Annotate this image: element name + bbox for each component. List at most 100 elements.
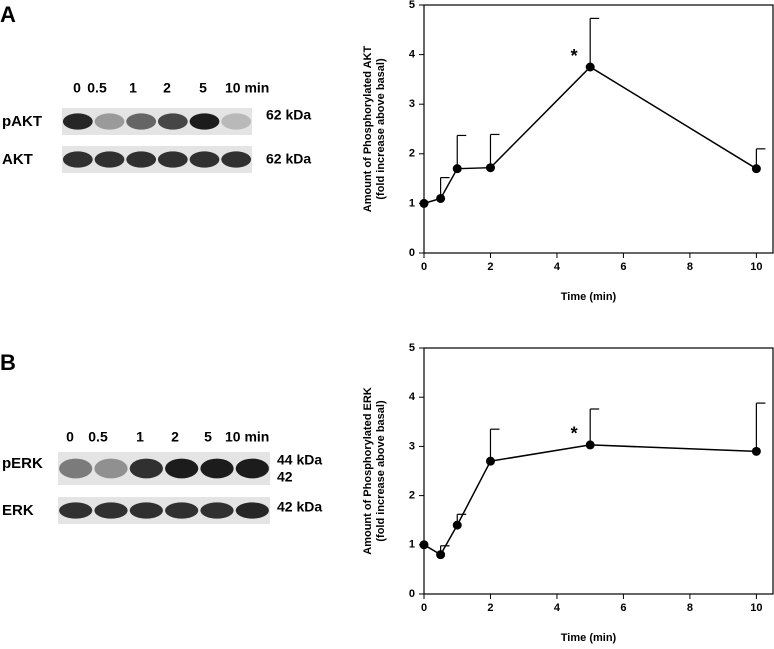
blot-band bbox=[59, 502, 93, 519]
data-point bbox=[452, 520, 462, 530]
y-tick-label: 3 bbox=[409, 98, 415, 110]
lane-label: 5 bbox=[204, 429, 212, 445]
blot-band bbox=[129, 458, 163, 479]
plot-frame bbox=[423, 347, 774, 595]
panel-letter: B bbox=[0, 350, 16, 375]
y-tick-label: 1 bbox=[409, 197, 415, 209]
x-tick-label: 0 bbox=[421, 261, 427, 273]
lane-label: 2 bbox=[171, 429, 179, 445]
lane-label: 1 bbox=[129, 80, 137, 96]
blot-band bbox=[200, 502, 234, 519]
lane-label: 1 bbox=[136, 429, 144, 445]
blot-band bbox=[59, 458, 93, 479]
row-label: pERK bbox=[2, 455, 43, 472]
row-label: ERK bbox=[2, 502, 34, 519]
blot-band bbox=[200, 458, 234, 479]
data-point bbox=[751, 446, 761, 456]
x-tick-label: 10 bbox=[750, 261, 762, 273]
blot-band bbox=[129, 502, 163, 519]
x-tick-label: 2 bbox=[487, 261, 493, 273]
blot-band bbox=[94, 458, 128, 479]
blot-band bbox=[165, 458, 199, 479]
error-bar bbox=[456, 134, 467, 169]
lane-label: 5 bbox=[199, 80, 207, 96]
size-label: 62 kDa bbox=[266, 151, 311, 167]
blot-band bbox=[221, 151, 252, 168]
data-point bbox=[485, 456, 495, 466]
y-tick-label: 0 bbox=[409, 588, 415, 600]
plot-frame bbox=[423, 4, 774, 254]
blot-band bbox=[189, 151, 220, 168]
data-point bbox=[485, 163, 495, 173]
data-point bbox=[585, 440, 595, 450]
y-axis-label: Amount of Phosphorylated ERK bbox=[362, 387, 374, 555]
error-bar bbox=[489, 133, 500, 168]
significance-marker: * bbox=[571, 424, 578, 444]
blot-band bbox=[157, 113, 188, 130]
y-tick-label: 2 bbox=[409, 490, 415, 502]
lane-label: 2 bbox=[163, 80, 171, 96]
blot-band bbox=[221, 113, 252, 130]
lane-label: 10 min bbox=[225, 429, 269, 445]
x-tick-label: 4 bbox=[554, 602, 561, 614]
error-bar bbox=[489, 428, 500, 462]
blot-band bbox=[126, 151, 157, 168]
y-axis-label: Amount of Phosphorylated AKT bbox=[362, 46, 374, 213]
blot-strip bbox=[62, 146, 252, 173]
data-line bbox=[423, 66, 757, 205]
data-point bbox=[585, 62, 595, 72]
x-tick-label: 6 bbox=[620, 602, 626, 614]
blot-band bbox=[94, 151, 125, 168]
size-label: 42 bbox=[277, 469, 293, 485]
blot-strip bbox=[58, 452, 270, 485]
lane-label: 10 min bbox=[225, 80, 269, 96]
y-tick-label: 5 bbox=[409, 342, 415, 354]
blot-band bbox=[94, 502, 128, 519]
x-tick-label: 2 bbox=[487, 602, 493, 614]
y-tick-label: 4 bbox=[409, 391, 416, 403]
data-point bbox=[452, 164, 462, 174]
blot-band bbox=[235, 458, 269, 479]
x-tick-label: 8 bbox=[687, 602, 693, 614]
x-tick-label: 0 bbox=[421, 602, 427, 614]
blot-band bbox=[157, 151, 188, 168]
blot-band bbox=[126, 113, 157, 130]
lane-label: 0.5 bbox=[87, 80, 107, 96]
data-line bbox=[423, 444, 757, 556]
blot-strip bbox=[62, 108, 252, 135]
x-tick-label: 6 bbox=[620, 261, 626, 273]
blot-band bbox=[165, 502, 199, 519]
error-bar bbox=[589, 408, 600, 445]
row-label: AKT bbox=[2, 151, 33, 168]
x-axis-label: Time (min) bbox=[561, 632, 617, 644]
data-point bbox=[419, 540, 429, 550]
significance-marker: * bbox=[571, 46, 578, 66]
lane-label: 0.5 bbox=[88, 429, 108, 445]
data-point bbox=[751, 164, 761, 174]
y-tick-label: 1 bbox=[409, 539, 415, 551]
size-label: 42 kDa bbox=[277, 499, 322, 515]
size-label: 44 kDa bbox=[277, 452, 322, 468]
x-tick-label: 10 bbox=[750, 602, 762, 614]
row-label: pAKT bbox=[2, 113, 42, 130]
data-point bbox=[419, 198, 429, 208]
blot-band bbox=[235, 502, 269, 519]
y-tick-label: 5 bbox=[409, 0, 415, 11]
x-axis-label: Time (min) bbox=[561, 291, 617, 303]
y-axis-label: (fold increase above basal) bbox=[375, 58, 387, 200]
data-point bbox=[436, 550, 446, 560]
y-tick-label: 2 bbox=[409, 148, 415, 160]
blot-band bbox=[189, 113, 220, 130]
blot-band bbox=[62, 151, 93, 168]
y-axis-label: (fold increase above basal) bbox=[375, 400, 387, 542]
blot-strip bbox=[58, 497, 270, 524]
blot-band bbox=[62, 113, 93, 130]
y-tick-label: 0 bbox=[409, 247, 415, 259]
y-tick-label: 3 bbox=[409, 440, 415, 452]
blot-band bbox=[94, 113, 125, 130]
data-point bbox=[436, 193, 446, 203]
lane-label: 0 bbox=[66, 429, 74, 445]
panel-letter: A bbox=[0, 2, 16, 27]
error-bar bbox=[589, 17, 600, 67]
